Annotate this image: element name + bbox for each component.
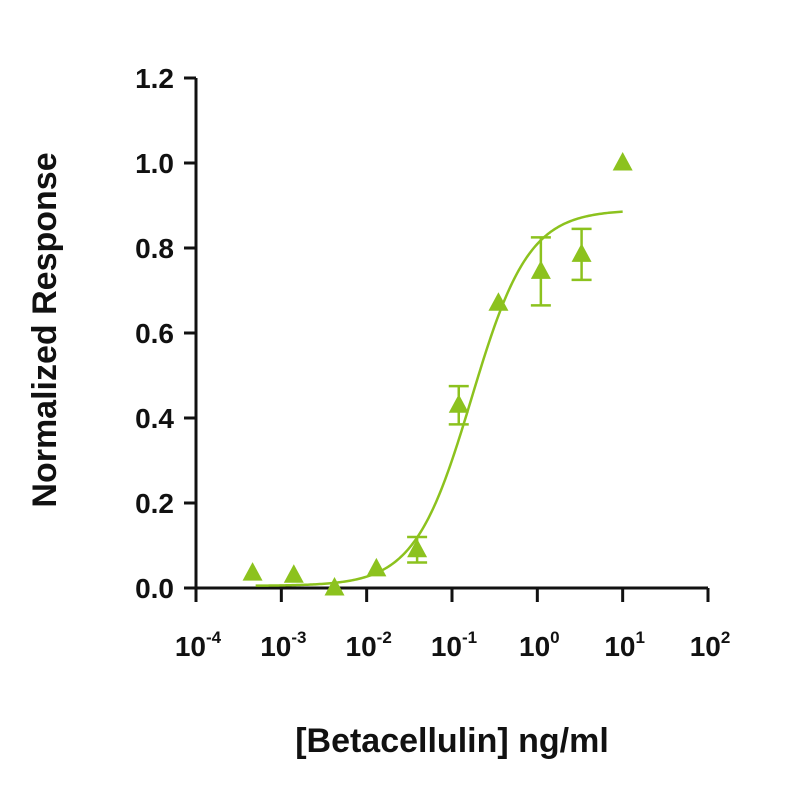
x-tick-label: 101 [604,628,645,662]
x-tick-label: 100 [519,628,560,662]
data-point-triangle [530,260,551,279]
y-tick-label: 0.0 [135,573,174,604]
data-point-triangle [612,152,633,171]
y-tick-label: 0.8 [135,233,174,264]
x-axis-title: [Betacellulin] ng/ml [295,722,609,760]
y-axis-title: Normalized Response [26,152,64,507]
data-point-triangle [366,557,387,577]
x-tick-label: 10-3 [260,628,306,662]
data-point-triangle [448,394,469,413]
data-point-triangle [283,564,304,583]
error-bars-layer [407,227,592,564]
fit-curve [255,210,623,587]
x-axis: 10-4 10-3 10-2 10-1 100 101 102 [175,586,731,662]
data-point-triangle [242,562,263,581]
x-tick-label: 10-1 [431,628,477,662]
x-tick-label: 10-4 [175,628,222,662]
fit-curve-layer [255,210,623,587]
data-point-triangle [324,577,345,596]
y-tick-label: 0.2 [135,488,174,519]
y-axis: 0.0 0.2 0.4 0.6 0.8 1.0 1.2 [135,63,198,604]
data-point-triangle [407,538,428,558]
data-points-layer [242,152,633,596]
y-tick-label: 0.4 [135,403,174,434]
data-point-triangle [488,292,509,311]
x-tick-label: 10-2 [346,628,392,662]
y-tick-label: 0.6 [135,318,174,349]
data-point-triangle [571,243,592,262]
y-tick-label: 1.0 [135,148,174,179]
y-tick-label: 1.2 [135,63,174,94]
x-tick-label: 102 [690,628,731,662]
